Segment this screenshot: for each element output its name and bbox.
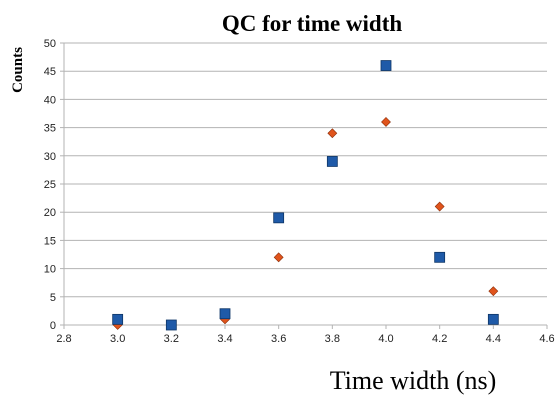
data-points [112, 60, 499, 331]
axes [60, 42, 548, 329]
tick-labels: 0 5 10 15 20 25 30 35 40 45 50 2.8 3.0 3.2 3.4 3.6 3.8 4.… [44, 38, 555, 345]
square-point [380, 60, 392, 71]
square-point [165, 319, 177, 331]
x-tick-label: 3.6 [271, 333, 286, 345]
x-axis-label: Time width (ns) [330, 366, 497, 395]
chart-title: QC for time width [222, 11, 403, 36]
y-axis-label: Counts [10, 47, 26, 93]
x-tick-label: 4.6 [539, 333, 554, 345]
y-tick-label: 50 [44, 38, 56, 50]
y-tick-label: 5 [50, 292, 56, 304]
diamond-point [434, 201, 445, 212]
diamond-point [488, 286, 499, 297]
x-tick-label: 3.2 [164, 333, 179, 345]
y-tick-label: 45 [44, 66, 56, 78]
gridlines [64, 42, 547, 326]
square-point [487, 313, 499, 325]
y-tick-label: 25 [44, 179, 56, 191]
square-point [112, 313, 124, 325]
y-tick-label: 35 [44, 123, 56, 135]
square-point [326, 156, 338, 167]
x-tick-label: 4.4 [486, 333, 501, 345]
diamond-point [273, 252, 284, 263]
x-tick-label: 2.8 [56, 333, 71, 345]
x-tick-label: 3.4 [217, 333, 232, 345]
y-tick-label: 20 [44, 207, 56, 219]
series-square [112, 60, 499, 331]
x-tick-label: 4.0 [378, 333, 393, 345]
square-point [273, 212, 285, 224]
square-point [219, 308, 231, 320]
y-tick-label: 0 [50, 320, 56, 332]
diamond-point [381, 117, 391, 127]
y-tick-label: 40 [44, 94, 56, 106]
series-diamond [112, 117, 499, 330]
y-tick-label: 15 [44, 235, 56, 247]
x-tick-label: 3.8 [325, 333, 340, 345]
x-tick-label: 3.0 [110, 333, 125, 345]
y-tick-label: 10 [44, 264, 56, 276]
y-tick-label: 30 [44, 151, 56, 163]
diamond-point [327, 128, 338, 139]
x-tick-label: 4.2 [432, 333, 447, 345]
square-point [434, 251, 446, 263]
